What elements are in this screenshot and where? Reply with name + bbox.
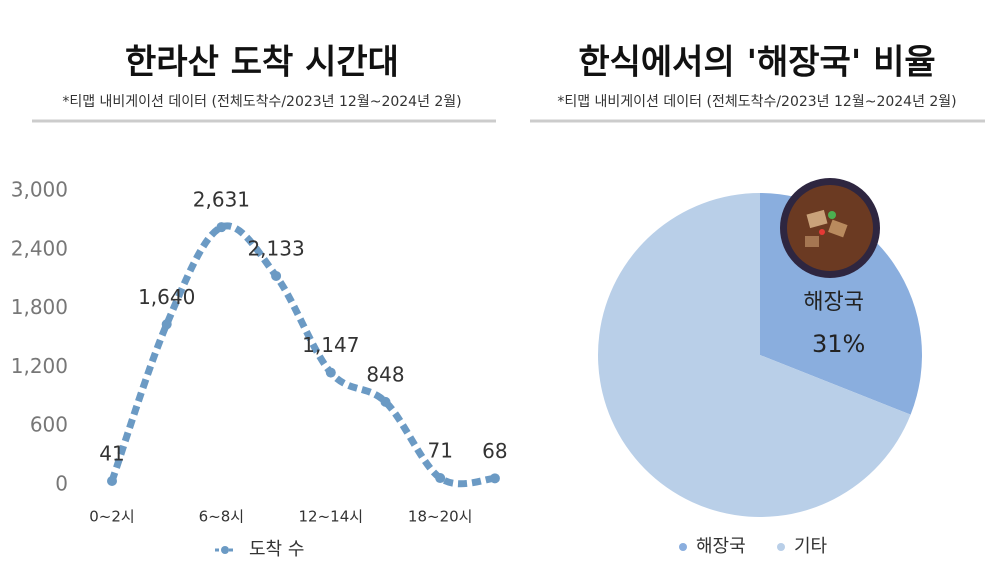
data-label: 71	[427, 439, 452, 463]
pie-slice	[598, 193, 911, 517]
data-label: 2,631	[193, 188, 250, 212]
y-tick-label: 600	[30, 413, 68, 437]
data-label: 2,133	[247, 236, 304, 260]
data-point	[271, 270, 282, 281]
legend-marker	[679, 543, 687, 551]
chart-subtitle: *티맵 내비게이션 데이터 (전체도착수/2023년 12월~2024년 2월)	[62, 94, 461, 110]
icon-piece	[805, 236, 819, 247]
x-tick-label: 0~2시	[89, 508, 134, 526]
legend-label: 기타	[794, 536, 828, 557]
y-tick-label: 1,800	[11, 295, 68, 319]
icon-green	[828, 211, 836, 219]
y-tick-label: 1,200	[11, 354, 68, 378]
slice-name: 해장국	[803, 290, 864, 315]
data-point	[216, 222, 227, 233]
legend-label: 해장국	[696, 536, 746, 557]
data-point	[435, 473, 446, 484]
x-tick-label: 12~14시	[299, 508, 364, 526]
chart-title: 한식에서의 '해장국' 비율	[578, 43, 935, 83]
slice-label: 31%	[812, 330, 865, 358]
chart-title: 한라산 도착 시간대	[125, 43, 399, 83]
icon-piece	[828, 219, 848, 238]
data-point	[161, 319, 172, 330]
legend-marker	[221, 546, 229, 554]
soup-icon	[780, 178, 880, 278]
series-line	[108, 222, 496, 488]
x-tick-label: 18~20시	[408, 508, 473, 526]
data-label: 41	[99, 441, 124, 465]
data-point	[107, 475, 117, 486]
data-label: 68	[482, 439, 507, 463]
legend-marker	[777, 543, 785, 551]
chart-subtitle: *티맵 내비게이션 데이터 (전체도착수/2023년 12월~2024년 2월)	[557, 94, 956, 110]
icon-red	[819, 229, 825, 235]
data-point	[380, 396, 391, 407]
y-tick-label: 3,000	[11, 178, 68, 202]
line-chart: 0 600 1,200 1,800 2,400 3,000 0~2시 6~8시 12~14시 18…	[11, 178, 508, 561]
data-label: 1,640	[138, 285, 195, 309]
data-point	[489, 473, 500, 484]
y-tick-label: 0	[55, 472, 68, 496]
data-label: 1,147	[302, 333, 359, 357]
icon-piece	[806, 209, 828, 229]
y-tick-label: 2,400	[11, 236, 68, 260]
legend-label: 도착 수	[249, 539, 304, 560]
data-point	[325, 367, 336, 378]
x-tick-label: 6~8시	[199, 508, 244, 526]
data-label: 848	[366, 362, 404, 386]
